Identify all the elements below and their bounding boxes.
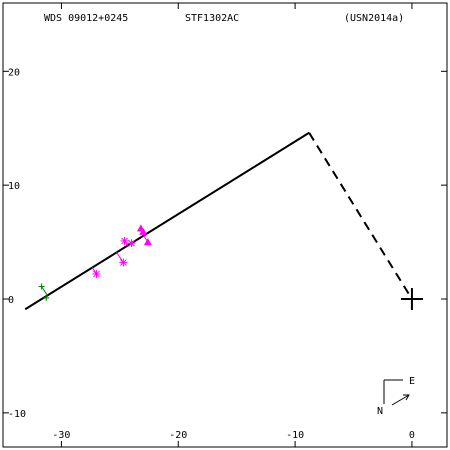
x-tick-label: -20: [169, 430, 187, 441]
y-tick-label: 0: [8, 295, 14, 306]
first-measure-residual: [41, 286, 48, 296]
first-measure-point: [43, 294, 50, 301]
measure-point: [139, 227, 148, 235]
compass-east-label: E: [409, 376, 415, 387]
wds-label: WDS 09012+0245: [44, 13, 128, 24]
first-measure-point: [38, 283, 45, 290]
orbit-lines: [24, 131, 413, 311]
catalog-label: (USN2014a): [344, 13, 404, 24]
compass-north-label: N: [377, 406, 383, 417]
y-tick-label: 20: [8, 67, 20, 78]
orbit-line: [24, 131, 310, 311]
x-tick-label: 0: [409, 430, 415, 441]
x-tick-label: -30: [52, 430, 70, 441]
compass: E N: [377, 376, 415, 417]
measure-point: [120, 236, 129, 245]
measure-point: [143, 238, 152, 246]
compass-arrow-head: [403, 394, 410, 401]
measure-marks: [38, 224, 423, 310]
measure-point: [127, 239, 136, 248]
measure-point: [92, 269, 101, 278]
x-tick-label: -10: [286, 430, 304, 441]
y-tick-label: 10: [8, 181, 20, 192]
compass-arrow-shaft: [391, 394, 410, 406]
measure-point: [119, 258, 128, 267]
primary-star: [400, 288, 423, 310]
node-line: [308, 132, 413, 300]
discoverer-label: STF1302AC: [185, 13, 239, 24]
y-tick-label: -10: [8, 409, 26, 420]
axis-ticks: -30 -20 -10 0 -10 0 10 20: [3, 3, 447, 447]
